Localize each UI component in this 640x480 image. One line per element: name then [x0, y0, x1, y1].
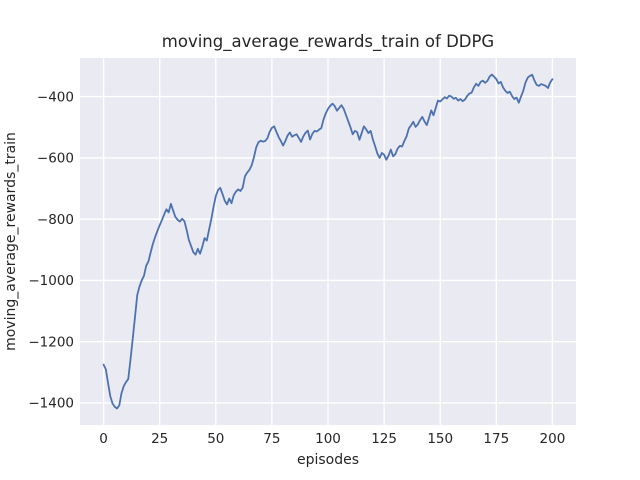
x-tick-label: 175: [483, 431, 509, 447]
x-axis-label: episodes: [297, 452, 359, 468]
x-tick-label: 100: [315, 431, 341, 447]
x-tick-label: 0: [99, 431, 108, 447]
x-tick-label: 200: [540, 431, 566, 447]
y-tick-label: −1200: [28, 334, 74, 350]
y-tick-label: −1400: [28, 396, 74, 412]
y-tick-label: −800: [37, 212, 74, 228]
x-tick-label: 50: [207, 431, 224, 447]
y-tick-label: −400: [37, 89, 74, 105]
y-tick-label: −600: [37, 151, 74, 167]
x-tick-label: 25: [151, 431, 168, 447]
x-tick-label: 125: [371, 431, 397, 447]
x-tick-label: 75: [263, 431, 280, 447]
y-axis-label: moving_average_rewards_train: [3, 132, 19, 351]
plot-area: [80, 58, 576, 425]
x-tick-label: 150: [427, 431, 453, 447]
reward-line: [102, 73, 554, 410]
y-tick-label: −1000: [28, 273, 74, 289]
tick-labels: 0 25 50 75 100 125 150 175 200 −1400 −1200 −1000 −80…: [28, 89, 565, 447]
chart-title: moving_average_rewards_train of DDPG: [162, 32, 494, 52]
